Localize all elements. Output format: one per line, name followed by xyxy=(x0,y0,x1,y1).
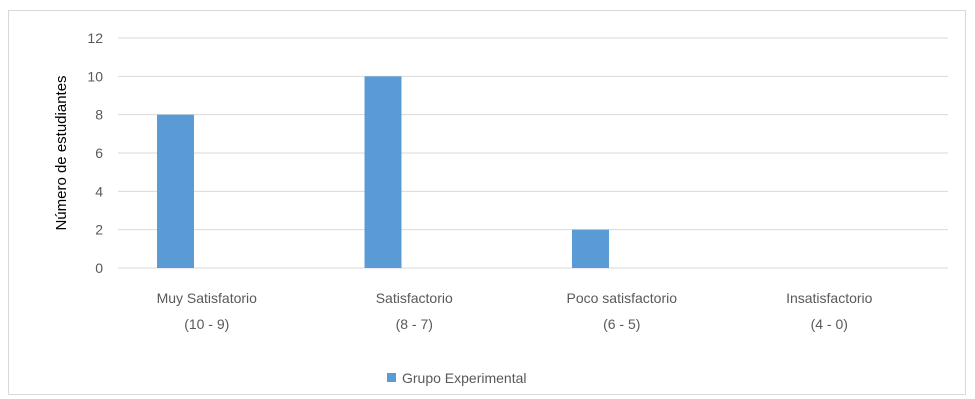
bar xyxy=(157,114,194,269)
legend-swatch xyxy=(387,373,396,382)
x-category-label: Insatisfactorio xyxy=(786,290,873,306)
x-category-label: Satisfactorio xyxy=(376,290,453,306)
x-axis-categories: Muy Satisfatorio (10 - 9) Satisfactorio (8 … xyxy=(157,290,873,332)
y-tick-label: 12 xyxy=(87,30,103,46)
bars xyxy=(157,76,609,269)
y-tick-label: 8 xyxy=(95,107,103,123)
bar xyxy=(572,229,609,268)
gridlines xyxy=(118,37,948,269)
y-tick-label: 10 xyxy=(87,68,103,84)
legend-label: Grupo Experimental xyxy=(402,370,527,386)
x-category-range: (4 - 0) xyxy=(811,316,848,332)
x-category-range: (8 - 7) xyxy=(396,316,433,332)
y-axis-label: Número de estudiantes xyxy=(53,75,70,230)
y-tick-label: 6 xyxy=(95,145,103,161)
y-tick-label: 2 xyxy=(95,222,103,238)
x-category-label: Poco satisfactorio xyxy=(567,290,678,306)
legend: Grupo Experimental xyxy=(387,370,527,386)
y-tick-label: 4 xyxy=(95,183,103,199)
x-category-range: (6 - 5) xyxy=(603,316,640,332)
y-tick-label: 0 xyxy=(95,260,103,276)
x-category-label: Muy Satisfatorio xyxy=(157,290,258,306)
x-category-range: (10 - 9) xyxy=(184,316,229,332)
bar xyxy=(364,76,402,268)
y-axis-ticks: 0 2 4 6 8 10 12 xyxy=(87,30,103,276)
